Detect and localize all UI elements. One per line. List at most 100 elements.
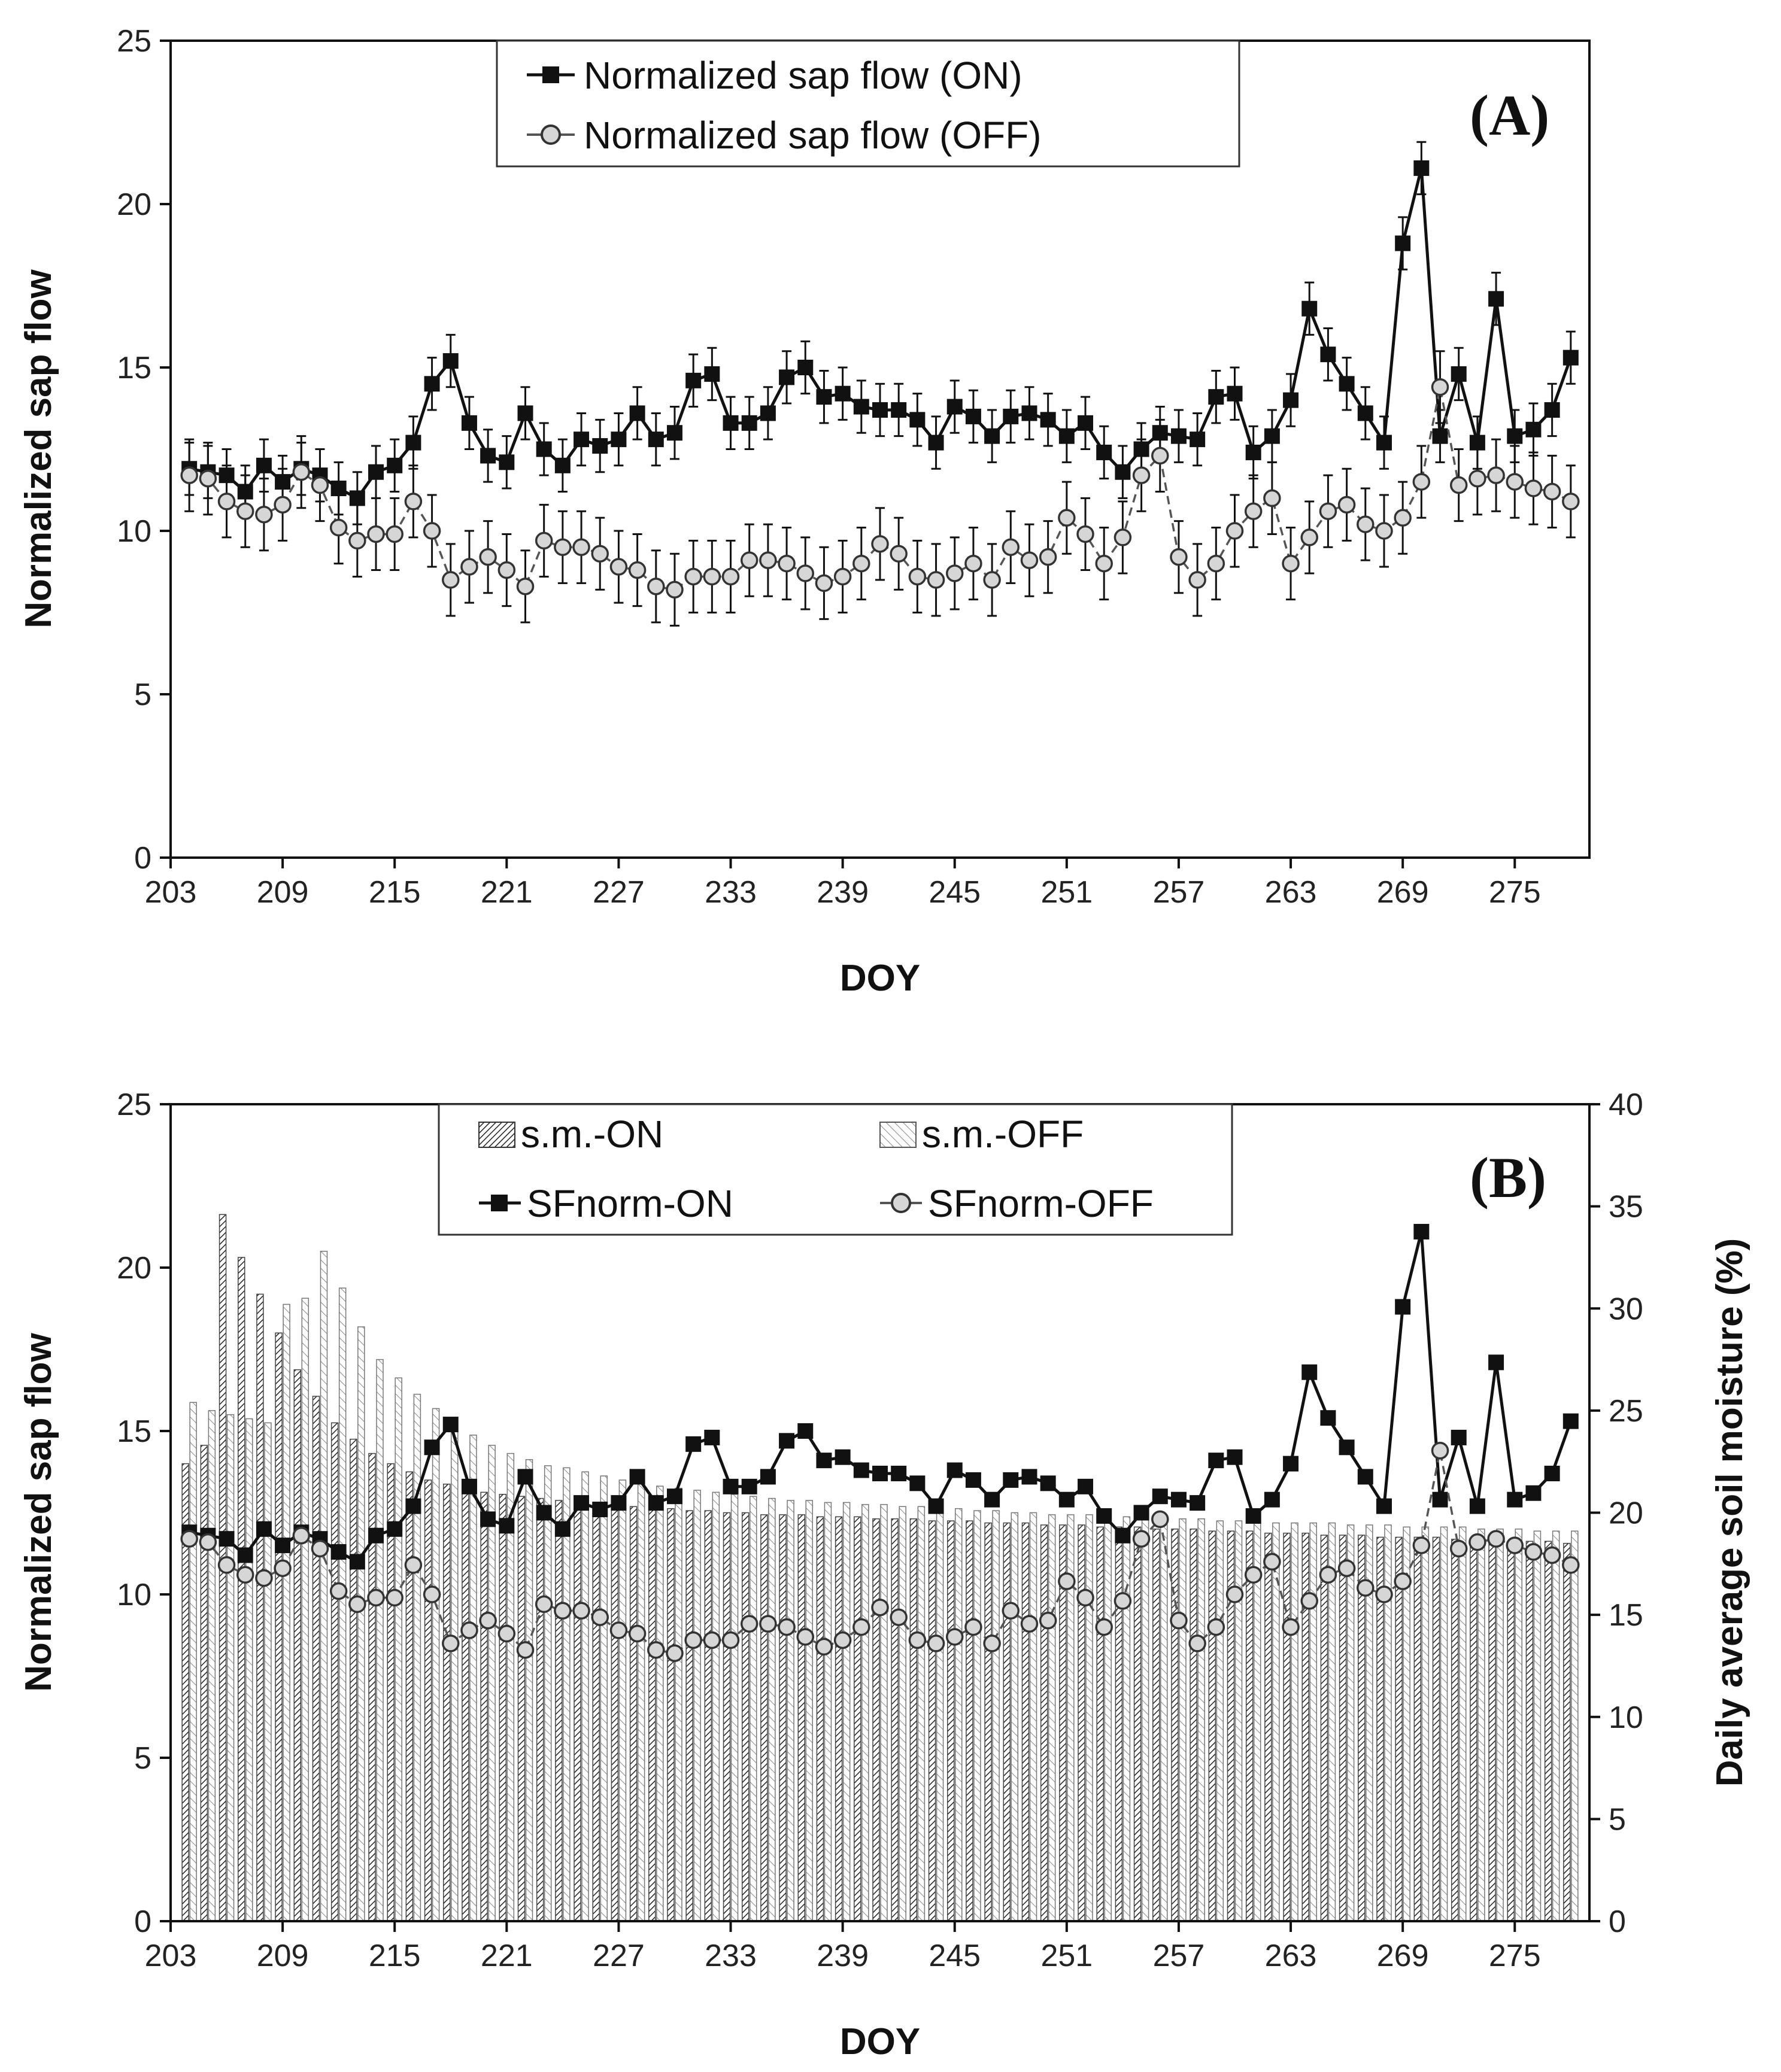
data-point-on bbox=[1376, 1498, 1392, 1514]
data-point-on bbox=[461, 1478, 477, 1494]
bar-sm-on bbox=[1096, 1526, 1104, 1922]
panel-a-label: (A) bbox=[1470, 83, 1549, 147]
data-point-on bbox=[1021, 405, 1037, 421]
data-point-off bbox=[423, 522, 441, 540]
data-point-on bbox=[1562, 350, 1579, 366]
bar-sm-on bbox=[1301, 1532, 1309, 1922]
data-point-on bbox=[592, 438, 608, 454]
data-point-off bbox=[815, 574, 833, 593]
data-point-on bbox=[1096, 1508, 1112, 1524]
bar-sm-on bbox=[424, 1479, 432, 1922]
data-point-off bbox=[833, 1631, 852, 1649]
bar-sm-on bbox=[1040, 1524, 1048, 1922]
data-point-on bbox=[704, 366, 720, 382]
y-tick-label: 10 bbox=[117, 514, 151, 549]
data-point-off bbox=[647, 578, 665, 596]
data-point-on bbox=[779, 369, 795, 385]
bar-sm-off bbox=[1384, 1524, 1392, 1922]
data-point-off bbox=[535, 1595, 553, 1614]
bar-sm-off bbox=[320, 1250, 328, 1922]
data-point-on bbox=[946, 399, 963, 415]
y2-tick-label: 20 bbox=[1609, 1496, 1643, 1531]
bar-sm-on bbox=[256, 1293, 264, 1922]
data-point-off bbox=[329, 1582, 348, 1600]
bar-sm-off bbox=[1533, 1530, 1542, 1922]
data-point-on bbox=[1208, 1453, 1224, 1469]
data-point-off bbox=[199, 469, 217, 488]
data-point-on bbox=[1413, 1223, 1430, 1239]
data-point-off bbox=[1263, 1553, 1281, 1571]
bar-sm-off bbox=[1496, 1529, 1504, 1922]
data-point-off bbox=[778, 554, 796, 573]
bar-sm-off bbox=[656, 1485, 664, 1922]
data-point-on bbox=[611, 1495, 627, 1511]
data-point-on bbox=[442, 1417, 459, 1433]
data-point-on bbox=[666, 1488, 682, 1505]
y-tick-label: 20 bbox=[117, 1251, 151, 1286]
data-point-off bbox=[479, 548, 497, 566]
data-point-off bbox=[1113, 1592, 1132, 1610]
bar-sm-on bbox=[611, 1506, 619, 1922]
bar-sm-off bbox=[1029, 1512, 1037, 1922]
legend-on-marker bbox=[542, 66, 559, 83]
data-point-on bbox=[1021, 1469, 1037, 1485]
data-point-off bbox=[628, 561, 647, 579]
bar-sm-on bbox=[350, 1438, 357, 1922]
panel-b-y-axis-label: Normalized sap flow bbox=[18, 1333, 59, 1692]
data-point-off bbox=[1263, 489, 1281, 508]
data-point-on bbox=[368, 1527, 384, 1544]
data-point-off bbox=[311, 1539, 329, 1558]
data-point-on bbox=[1376, 435, 1392, 451]
bar-sm-off bbox=[245, 1418, 253, 1922]
data-point-off bbox=[703, 1631, 721, 1649]
bar-sm-off bbox=[1515, 1529, 1523, 1922]
y2-tick-label: 35 bbox=[1609, 1190, 1643, 1225]
legend-sm-off-label: s.m.-OFF bbox=[922, 1113, 1084, 1156]
bar-sm-off bbox=[544, 1465, 552, 1922]
bar-sm-on bbox=[984, 1522, 992, 1922]
data-point-off bbox=[1207, 1618, 1225, 1636]
data-point-on bbox=[1170, 1491, 1187, 1508]
x-tick-label: 227 bbox=[593, 875, 645, 910]
panel-a-axes: 0 5 10 15 20 25 203 209 215 221 227 233 239 245 251 257… bbox=[117, 24, 1540, 910]
data-point-off bbox=[516, 1641, 535, 1659]
data-point-off bbox=[217, 1556, 236, 1574]
data-point-off bbox=[404, 493, 423, 511]
data-point-on bbox=[1096, 444, 1112, 460]
data-point-off bbox=[255, 1569, 273, 1587]
data-point-on bbox=[685, 372, 702, 388]
data-point-on bbox=[1488, 291, 1504, 307]
data-point-on bbox=[1058, 428, 1075, 444]
data-point-off bbox=[1132, 1530, 1151, 1548]
data-point-off bbox=[721, 567, 740, 586]
data-point-on bbox=[1078, 415, 1094, 431]
data-point-off bbox=[1170, 1611, 1188, 1630]
bar-sm-off bbox=[432, 1408, 440, 1922]
data-point-on bbox=[1115, 464, 1131, 480]
data-point-off bbox=[908, 1631, 927, 1649]
bar-sm-off bbox=[264, 1422, 272, 1922]
data-point-off bbox=[833, 567, 852, 586]
data-point-on bbox=[611, 432, 627, 448]
data-point-on bbox=[1264, 1491, 1280, 1508]
bar-sm-off bbox=[525, 1459, 533, 1922]
data-point-off bbox=[479, 1611, 497, 1630]
data-point-on bbox=[853, 399, 869, 415]
data-point-on bbox=[965, 408, 981, 424]
data-point-off bbox=[442, 571, 460, 589]
data-point-off bbox=[442, 1634, 460, 1652]
legend-sfnorm-on-label: SFnorm-ON bbox=[527, 1182, 733, 1225]
data-point-off bbox=[721, 1631, 740, 1649]
data-point-off bbox=[740, 1615, 758, 1633]
data-point-on bbox=[704, 1429, 720, 1445]
bar-sm-off bbox=[712, 1491, 720, 1922]
bar-sm-off bbox=[917, 1506, 926, 1922]
panel-b-y2-axis-label: Daily average soil moisture (%) bbox=[1709, 1238, 1750, 1787]
data-point-on bbox=[256, 457, 272, 473]
data-point-on bbox=[909, 412, 926, 428]
data-point-off bbox=[964, 554, 982, 573]
data-point-on bbox=[554, 1521, 571, 1537]
y-tick-label: 5 bbox=[134, 1741, 151, 1776]
bar-sm-off bbox=[1011, 1512, 1019, 1922]
data-point-on bbox=[574, 432, 590, 448]
